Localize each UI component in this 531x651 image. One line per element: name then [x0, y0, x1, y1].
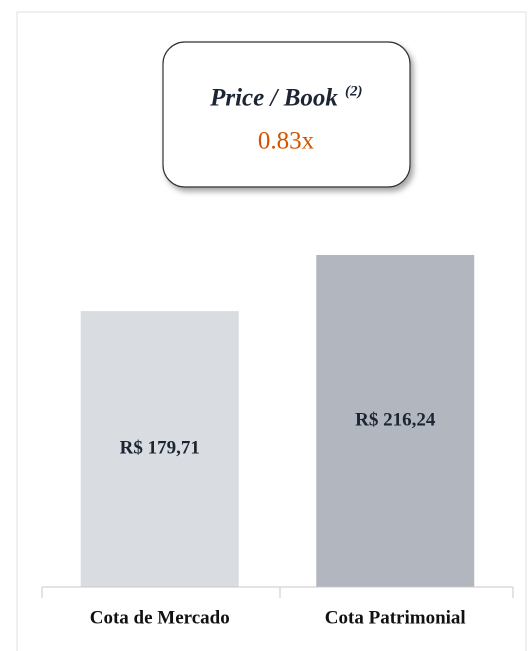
callout-value: 0.83x: [258, 128, 315, 155]
callout-title: Price / Book: [209, 85, 338, 112]
plot: R$ 179,71 Cota de Mercado R$ 216,24 Cota Pa…: [80, 255, 475, 628]
value-label: R$ 216,24: [355, 409, 436, 430]
bar: [316, 255, 475, 587]
callout-box: [162, 41, 411, 188]
value-label: R$ 179,71: [120, 437, 200, 458]
callout-superscript: (2): [345, 83, 363, 99]
x-tick-label: Cota Patrimonial: [325, 607, 466, 628]
bar: [80, 311, 239, 587]
x-tick-label: Cota de Mercado: [90, 607, 230, 628]
